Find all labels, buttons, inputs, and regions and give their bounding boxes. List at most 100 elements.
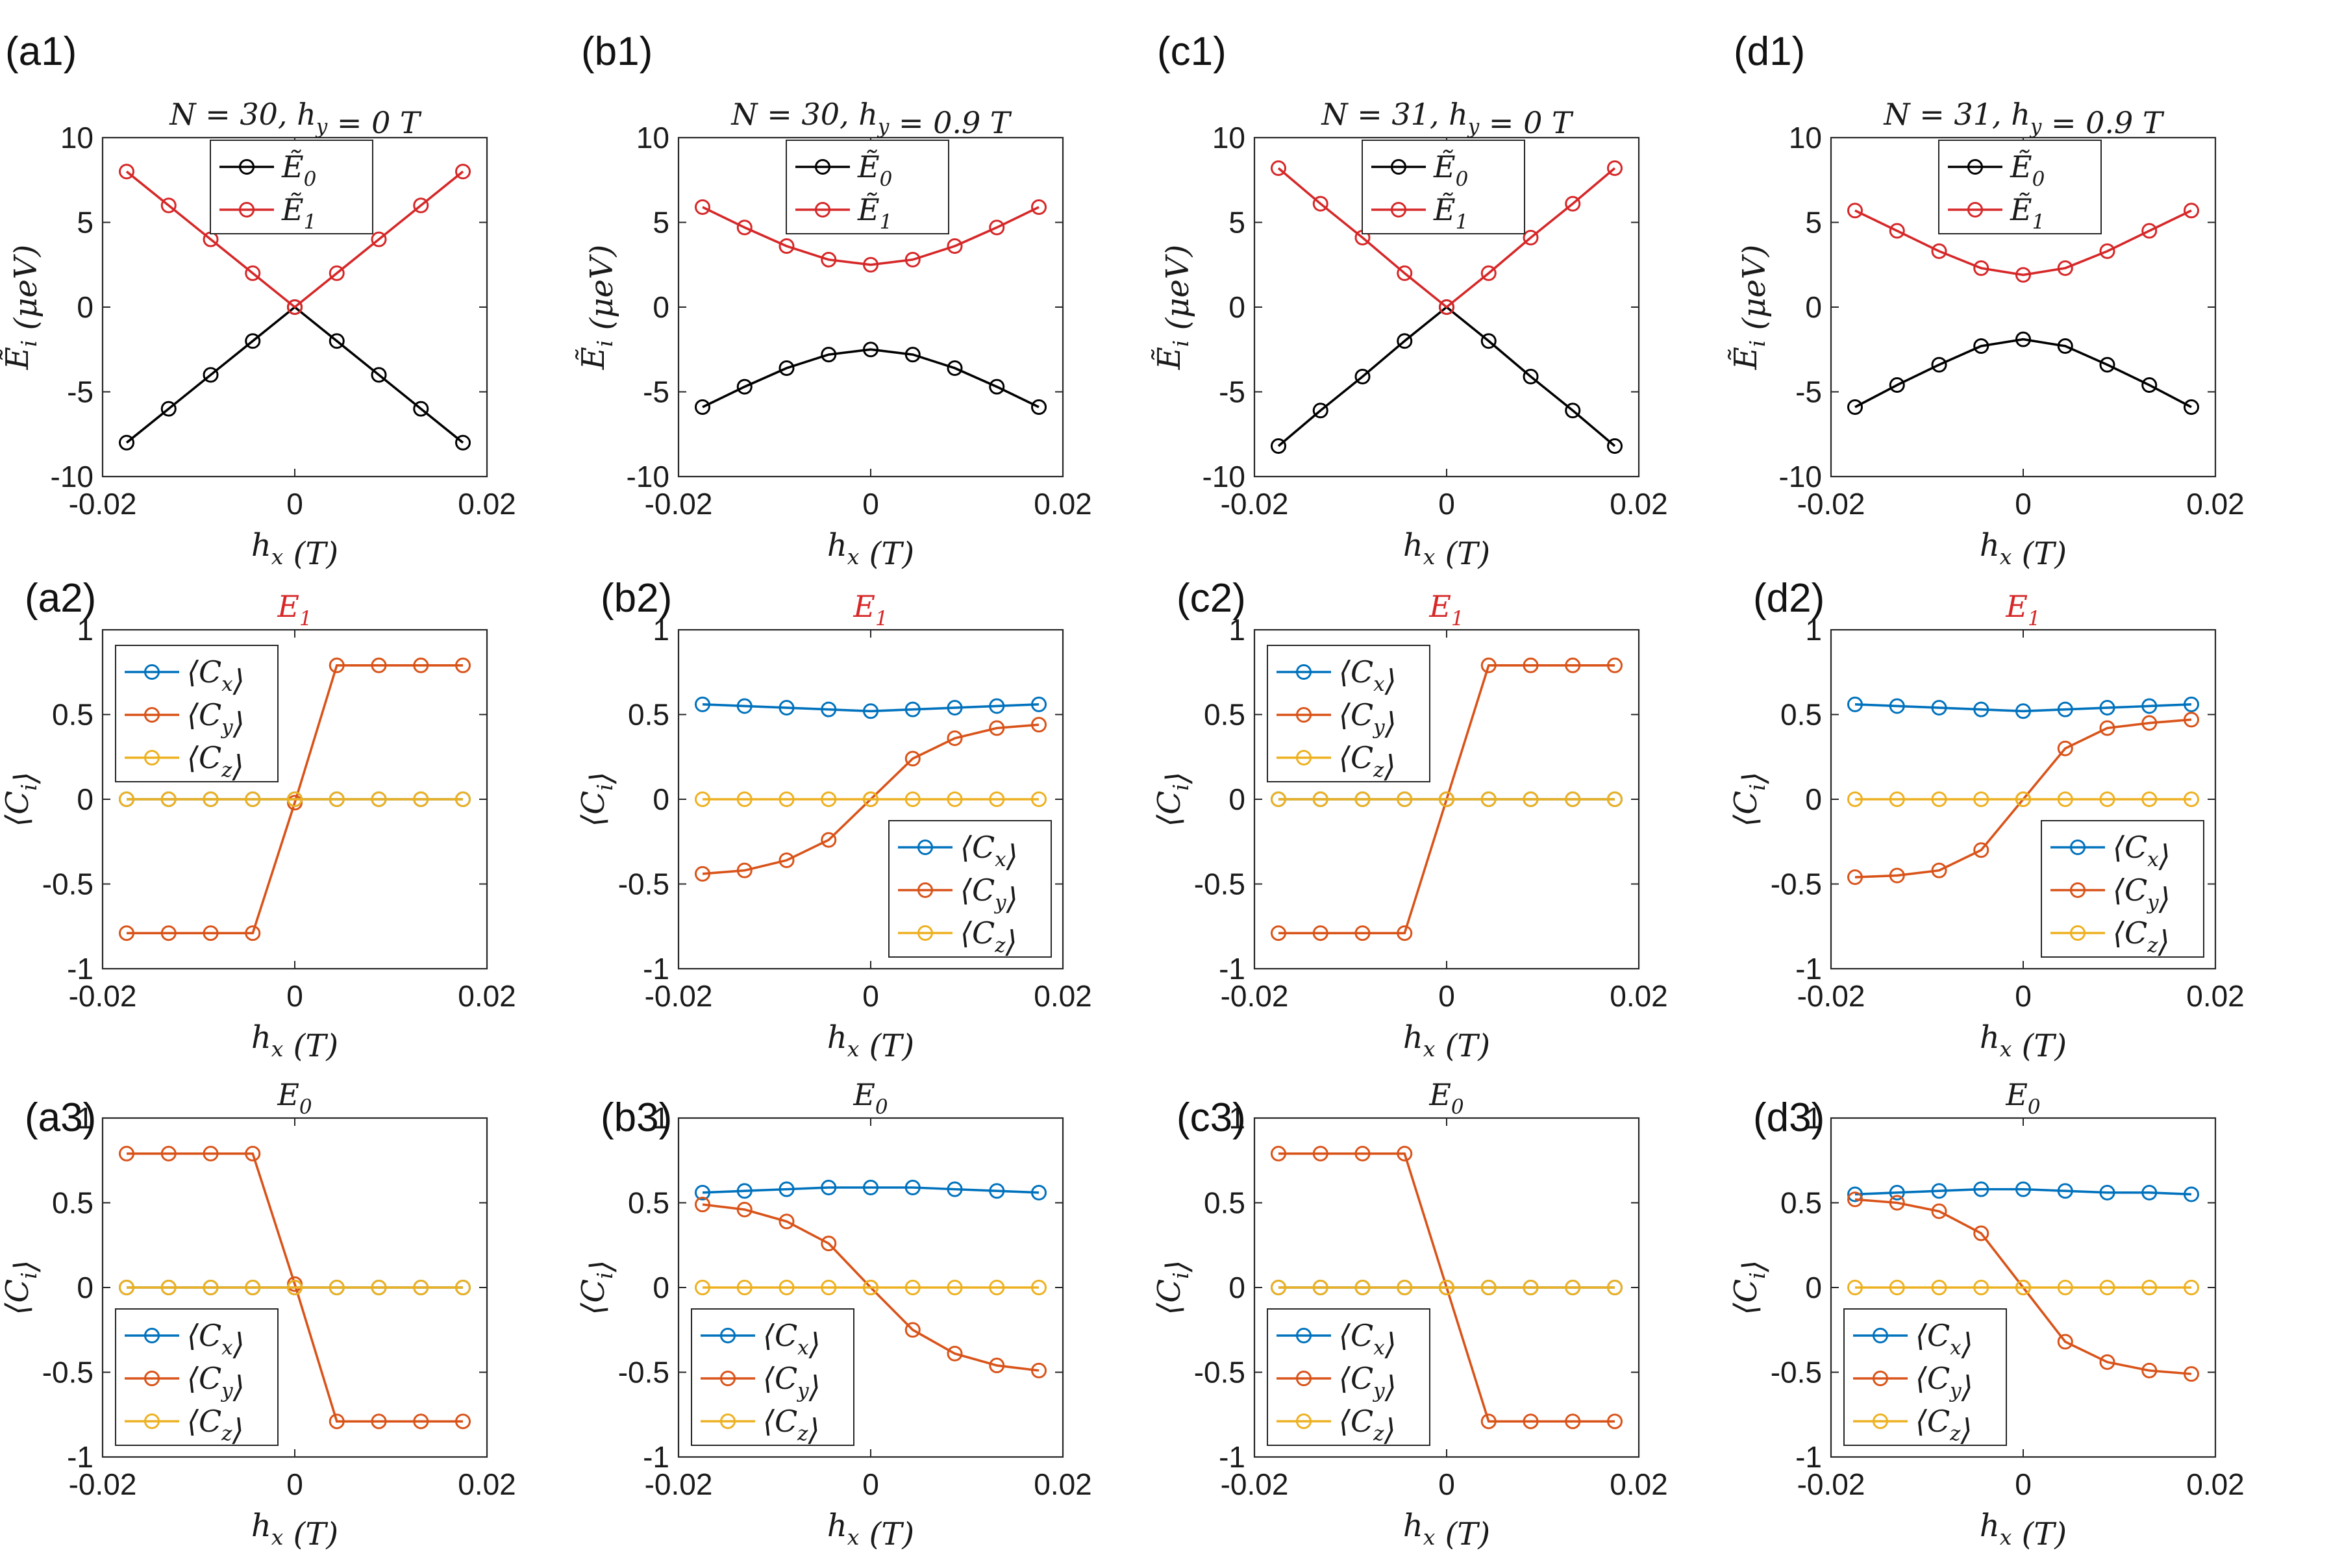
data-point xyxy=(779,360,795,376)
data-point xyxy=(203,1145,219,1162)
y-tick-label: -1 xyxy=(1795,1440,1822,1474)
data-point xyxy=(989,379,1005,395)
legend-entry-label: ⟨Cx⟩ xyxy=(960,830,1018,873)
data-point xyxy=(2099,356,2115,373)
legend-entry-label: Ẽ0 xyxy=(2010,149,2045,191)
x-axis-label: hx (T) xyxy=(1980,1019,2067,1064)
legend-entry-label: Ẽ0 xyxy=(857,149,892,191)
legend-entry-label: ⟨Cz⟩ xyxy=(2113,915,2169,959)
data-point xyxy=(863,703,878,719)
legend-box xyxy=(1267,1308,1430,1446)
data-point xyxy=(2184,203,2199,219)
data-point xyxy=(1847,1186,1863,1202)
legend-swatch-marker xyxy=(917,840,933,855)
data-point xyxy=(2184,1280,2199,1295)
x-tick-label: -0.02 xyxy=(645,487,713,521)
legend-swatch-marker xyxy=(1391,159,1406,175)
data-point xyxy=(863,1280,878,1295)
y-tick-label: 1 xyxy=(1805,1101,1822,1135)
data-point xyxy=(904,1180,921,1196)
data-point xyxy=(1973,842,1989,858)
legend-box xyxy=(786,140,949,234)
data-point xyxy=(1889,867,1905,884)
legend-entry-label: ⟨Cy⟩ xyxy=(1915,1361,1973,1404)
x-tick-label: -0.02 xyxy=(1797,487,1865,521)
legend-swatch-marker xyxy=(239,202,255,218)
data-point xyxy=(1480,657,1497,673)
chart-panel-a3: -1 -0.5 0 0.5 1 -0.02 0 0.02 hx (T) ⟨Ci⟩ E0 (a3) ⟨Cx… xyxy=(0,1077,516,1552)
chart-title: E0 xyxy=(853,1077,888,1119)
data-point xyxy=(1480,1413,1497,1430)
data-point xyxy=(119,1145,134,1162)
y-tick-label: 10 xyxy=(60,121,93,155)
y-tick-label: -10 xyxy=(627,460,669,493)
legend-entry-label: ⟨Cz⟩ xyxy=(1339,1404,1395,1447)
data-point xyxy=(1354,1145,1371,1162)
data-point xyxy=(1931,700,1947,716)
panel-label: (d3) xyxy=(1753,1095,1825,1140)
y-tick-label: 1 xyxy=(1805,613,1822,647)
y-axis-label: ⟨Ci⟩ xyxy=(0,1260,44,1315)
data-point xyxy=(947,1345,963,1362)
data-point xyxy=(2099,243,2115,259)
data-point xyxy=(2099,1184,2115,1201)
data-point xyxy=(736,1201,753,1217)
legend-entry-label: ⟨Cx⟩ xyxy=(2113,830,2171,873)
x-tick-label: 0 xyxy=(1438,1467,1455,1501)
x-tick-label: 0.02 xyxy=(1034,487,1092,521)
data-point xyxy=(160,1145,177,1162)
legend-swatch-marker xyxy=(917,882,933,898)
data-point xyxy=(779,700,795,716)
series-line xyxy=(702,1186,1040,1194)
data-point xyxy=(455,657,471,673)
data-point xyxy=(821,1180,837,1196)
y-tick-label: 0.5 xyxy=(628,698,669,732)
chart-title: E0 xyxy=(277,1077,312,1119)
x-tick-label: 0.02 xyxy=(1610,487,1668,521)
legend-entry-label: Ẽ0 xyxy=(281,149,316,191)
legend-swatch-marker xyxy=(1391,202,1406,218)
data-point xyxy=(1565,195,1581,212)
chart-title: N = 31, hy = 0.9 T xyxy=(1883,97,2165,140)
panel-label: (a2) xyxy=(25,576,96,621)
x-tick-label: -0.02 xyxy=(69,487,137,521)
legend-swatch-marker xyxy=(1873,1413,1888,1429)
y-tick-label: 0 xyxy=(653,782,669,816)
legend-entry-label: ⟨Cx⟩ xyxy=(763,1318,821,1362)
data-point xyxy=(989,791,1005,807)
data-point xyxy=(736,791,753,807)
y-tick-label: -1 xyxy=(1219,952,1245,986)
data-point xyxy=(1397,1145,1413,1162)
chart-panel-c1: -10 -5 0 5 10 -0.02 0 0.02 hx (T) Ẽi (μeV) N = 31,… xyxy=(1151,29,1668,572)
series-line xyxy=(702,206,1040,266)
data-point xyxy=(863,256,878,273)
legend-swatch-marker xyxy=(1296,707,1312,723)
data-point xyxy=(2015,331,2031,347)
data-point xyxy=(695,199,710,216)
x-tick-label: 0 xyxy=(862,979,879,1013)
data-point xyxy=(695,1280,710,1295)
data-point xyxy=(2057,701,2073,717)
data-point xyxy=(2141,791,2158,807)
data-point xyxy=(821,791,837,807)
y-tick-label: -0.5 xyxy=(1771,867,1822,901)
legend-swatch-marker xyxy=(1296,1413,1312,1429)
data-point xyxy=(1889,791,1905,807)
series-line xyxy=(1854,703,2192,713)
data-point xyxy=(821,1280,837,1295)
x-tick-label: 0.02 xyxy=(458,979,516,1013)
legend: ⟨Cx⟩⟨Cy⟩⟨Cz⟩ xyxy=(691,1308,854,1447)
legend-box xyxy=(115,1308,279,1446)
data-point xyxy=(2057,260,2073,276)
y-tick-label: 0 xyxy=(1805,1271,1822,1304)
data-point xyxy=(736,1280,753,1295)
data-point xyxy=(1565,403,1581,419)
y-tick-label: 5 xyxy=(1228,206,1245,240)
y-tick-label: 5 xyxy=(653,206,669,240)
data-point xyxy=(1523,791,1539,807)
x-tick-label: -0.02 xyxy=(69,1467,137,1501)
data-point xyxy=(1889,698,1905,714)
data-point xyxy=(119,925,134,941)
